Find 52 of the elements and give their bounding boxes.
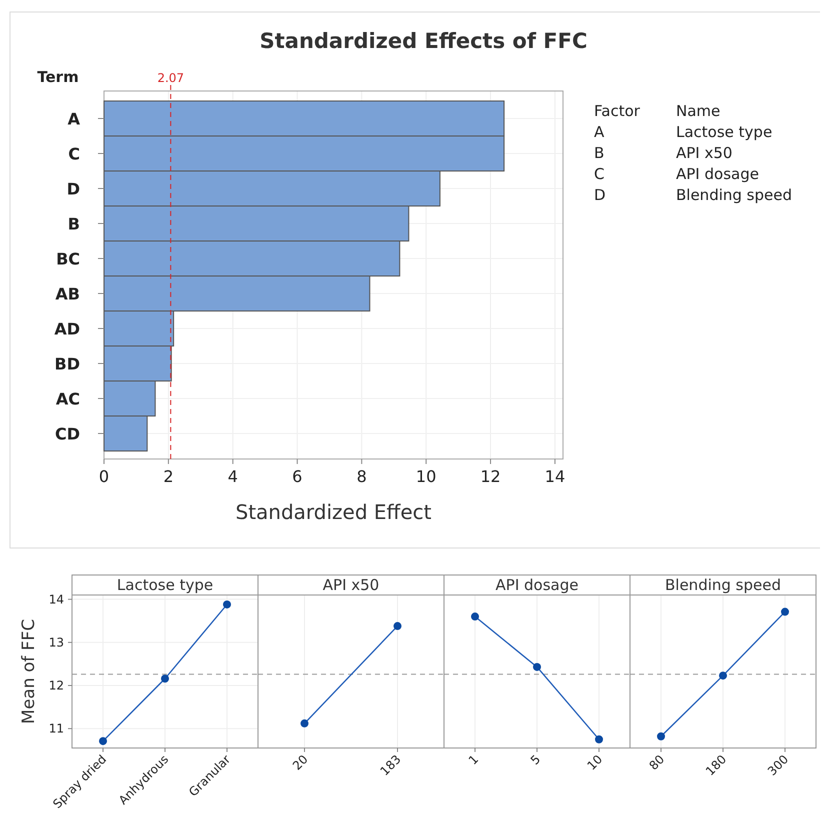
- y-tick-label: AC: [56, 390, 80, 408]
- chart-title: API x50: [322, 576, 380, 594]
- chart-title: Standardized Effects of FFC: [260, 29, 588, 53]
- text: B: [594, 144, 604, 162]
- ref-line-label: 2.07: [157, 71, 184, 85]
- y-tick-label: 14: [48, 592, 64, 606]
- text: Factor: [594, 102, 641, 120]
- point: [161, 674, 169, 683]
- x-tick-label: 20: [290, 752, 311, 773]
- text: Lactose type: [676, 123, 772, 141]
- x-tick-label: 12: [480, 467, 501, 486]
- x-tick-label: 180: [703, 752, 730, 778]
- text: C: [594, 165, 604, 183]
- x-axis-title: Standardized Effect: [236, 500, 432, 524]
- x-tick-label: 80: [646, 752, 668, 773]
- y-tick-label: D: [66, 180, 80, 198]
- y-tick-label: AD: [54, 320, 80, 338]
- x-tick-label: 6: [292, 467, 302, 486]
- x-tick-label: 2: [163, 467, 174, 486]
- text: Name: [676, 102, 720, 120]
- x-tick-label: 8: [356, 467, 367, 486]
- x-tick-label: 183: [378, 752, 404, 778]
- chart-title: Lactose type: [116, 576, 214, 594]
- y-tick-label: 12: [48, 678, 64, 693]
- y-tick-label: AB: [55, 284, 80, 304]
- y-axis-title: Term: [37, 68, 79, 86]
- y-tick-label: CD: [54, 424, 80, 444]
- y-tick-label: 11: [48, 722, 64, 736]
- chart-title: API dosage: [496, 576, 578, 594]
- text: API x50: [676, 144, 732, 162]
- x-tick-label: 1: [466, 752, 482, 768]
- x-tick-label: 5: [528, 752, 544, 768]
- text: Blending speed: [676, 186, 792, 204]
- x-tick-label: 10: [416, 467, 436, 486]
- y-tick-label: BD: [54, 354, 80, 374]
- text: A: [594, 123, 605, 141]
- chart-title: Blending speed: [665, 576, 781, 594]
- text: D: [594, 186, 606, 204]
- text: API dosage: [676, 165, 759, 183]
- y-tick-label: B: [68, 214, 80, 234]
- y-tick-label: 13: [48, 635, 64, 650]
- y-axis-title: Mean of FFC: [19, 619, 39, 724]
- x-tick-label: 14: [544, 467, 566, 486]
- x-tick-label: 0: [98, 467, 110, 486]
- x-tick-label: 10: [584, 752, 606, 773]
- x-tick-label: 300: [765, 752, 792, 778]
- point: [99, 737, 107, 746]
- x-tick-label: 4: [228, 467, 238, 486]
- y-tick-label: C: [68, 144, 80, 164]
- y-tick-label: A: [68, 110, 81, 128]
- y-tick-label: BC: [56, 250, 80, 268]
- point: [223, 600, 231, 608]
